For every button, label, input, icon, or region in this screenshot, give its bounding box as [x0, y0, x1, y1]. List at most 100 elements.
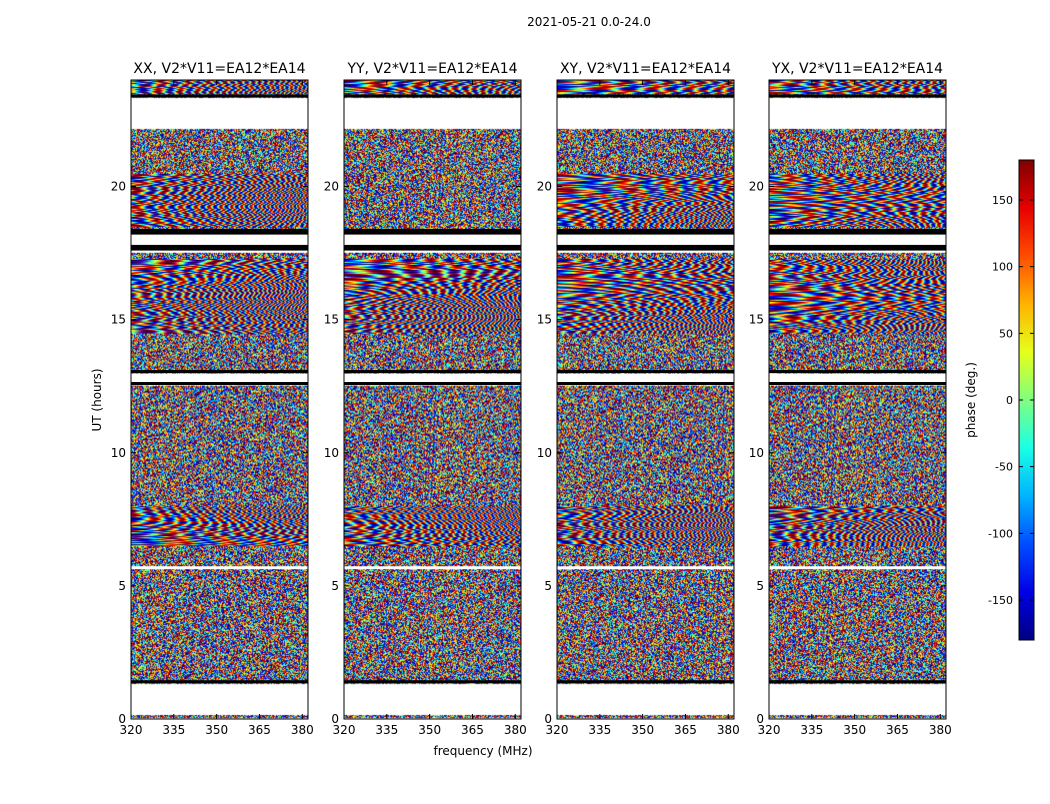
x-tick-label: 380 — [717, 723, 740, 737]
y-tick-label: 15 — [749, 313, 764, 327]
x-tick-label: 350 — [631, 723, 654, 737]
flag-line — [131, 228, 308, 232]
y-tick-label: 10 — [324, 446, 339, 460]
y-tick-label: 20 — [537, 180, 552, 194]
phase-heatmap — [769, 80, 946, 719]
flag-line — [557, 370, 734, 374]
panel-frame — [768, 79, 947, 720]
y-tick-label: 15 — [111, 313, 126, 327]
y-tick-label: 15 — [537, 313, 552, 327]
y-tick-label: 15 — [324, 313, 339, 327]
x-tick-label: 380 — [929, 723, 952, 737]
panel-frame — [556, 79, 735, 720]
flag-line — [131, 231, 308, 235]
x-tick-label: 365 — [248, 723, 271, 737]
flag-line — [769, 370, 946, 374]
flag-line — [131, 247, 308, 251]
flag-line — [557, 94, 734, 98]
y-tick-label: 10 — [749, 446, 764, 460]
x-tick-label: 320 — [758, 723, 781, 737]
x-tick-label: 320 — [120, 723, 143, 737]
flag-line — [344, 231, 521, 235]
flag-line — [344, 228, 521, 232]
panel-title: YX, V2*V11=EA12*EA14 — [771, 61, 943, 77]
flag-line — [344, 680, 521, 684]
panel-title: YY, V2*V11=EA12*EA14 — [346, 61, 517, 77]
chart-suptitle: 2021-05-21 0.0-24.0 — [527, 15, 651, 29]
panel-4: YX, V2*V11=EA12*EA14 320 335 350 365 380 0 5 10 1… — [749, 61, 952, 737]
flag-line — [131, 680, 308, 684]
x-tick-label: 320 — [333, 723, 356, 737]
flag-line — [769, 247, 946, 251]
flag-line — [131, 94, 308, 98]
colorbar-tick-label: -100 — [988, 527, 1013, 540]
y-tick-label: 5 — [331, 579, 339, 593]
phase-heatmap — [557, 80, 734, 719]
flag-line — [557, 382, 734, 386]
y-tick-label: 5 — [118, 579, 126, 593]
phase-heatmap — [131, 80, 308, 719]
panel-3: XY, V2*V11=EA12*EA14 320 335 350 365 380 0 5 10 1… — [537, 61, 740, 737]
flag-line — [131, 244, 308, 248]
y-tick-label: 5 — [756, 579, 764, 593]
y-tick-label: 0 — [756, 712, 764, 726]
y-tick-label: 0 — [544, 712, 552, 726]
panel-frame — [343, 79, 522, 720]
colorbar-tick-label: 150 — [992, 194, 1013, 207]
x-tick-label: 365 — [461, 723, 484, 737]
x-tick-label: 380 — [291, 723, 314, 737]
x-tick-label: 380 — [504, 723, 527, 737]
flag-line — [344, 244, 521, 248]
y-tick-label: 10 — [111, 446, 126, 460]
flag-line — [557, 244, 734, 248]
x-tick-label: 365 — [674, 723, 697, 737]
colorbar-tick-label: -50 — [995, 461, 1013, 474]
phase-heatmap — [344, 80, 521, 719]
x-tick-label: 365 — [886, 723, 909, 737]
flag-line — [344, 382, 521, 386]
flag-line — [557, 247, 734, 251]
x-axis-label: frequency (MHz) — [433, 744, 532, 758]
colorbar-tick-label: 50 — [999, 327, 1013, 340]
y-axis-label: UT (hours) — [90, 368, 104, 431]
flag-line — [769, 680, 946, 684]
flag-line — [557, 231, 734, 235]
x-tick-label: 335 — [375, 723, 398, 737]
x-tick-label: 350 — [205, 723, 228, 737]
panel-2: YY, V2*V11=EA12*EA14 320 335 350 365 380 0 5 10 1… — [324, 61, 527, 737]
y-tick-label: 0 — [118, 712, 126, 726]
flag-line — [769, 231, 946, 235]
flag-line — [769, 228, 946, 232]
x-tick-label: 320 — [546, 723, 569, 737]
x-tick-label: 350 — [418, 723, 441, 737]
x-tick-label: 335 — [162, 723, 185, 737]
panels-group: XX, V2*V11=EA12*EA14 320 335 350 365 380 0 5 10 1… — [111, 61, 952, 737]
y-tick-label: 20 — [749, 180, 764, 194]
y-tick-label: 10 — [537, 446, 552, 460]
panel-title: XX, V2*V11=EA12*EA14 — [133, 61, 305, 77]
colorbar-label: phase (deg.) — [964, 362, 978, 438]
flag-line — [557, 680, 734, 684]
x-tick-label: 335 — [588, 723, 611, 737]
panel-1: XX, V2*V11=EA12*EA14 320 335 350 365 380 0 5 10 1… — [111, 61, 314, 737]
flag-line — [131, 370, 308, 374]
x-tick-label: 335 — [800, 723, 823, 737]
flag-line — [131, 382, 308, 386]
y-tick-label: 0 — [331, 712, 339, 726]
y-tick-label: 20 — [111, 180, 126, 194]
colorbar-tick-label: 0 — [1006, 394, 1013, 407]
flag-line — [769, 94, 946, 98]
flag-line — [344, 94, 521, 98]
colorbar: -150 -100 -50 0 50 100 150 phase (deg.) — [964, 159, 1035, 641]
flag-line — [344, 370, 521, 374]
x-tick-label: 350 — [843, 723, 866, 737]
flag-line — [769, 244, 946, 248]
flag-line — [557, 228, 734, 232]
y-tick-label: 20 — [324, 180, 339, 194]
colorbar-tick-label: 100 — [992, 261, 1013, 274]
flag-line — [769, 382, 946, 386]
y-tick-label: 5 — [544, 579, 552, 593]
colorbar-tick-label: -150 — [988, 594, 1013, 607]
